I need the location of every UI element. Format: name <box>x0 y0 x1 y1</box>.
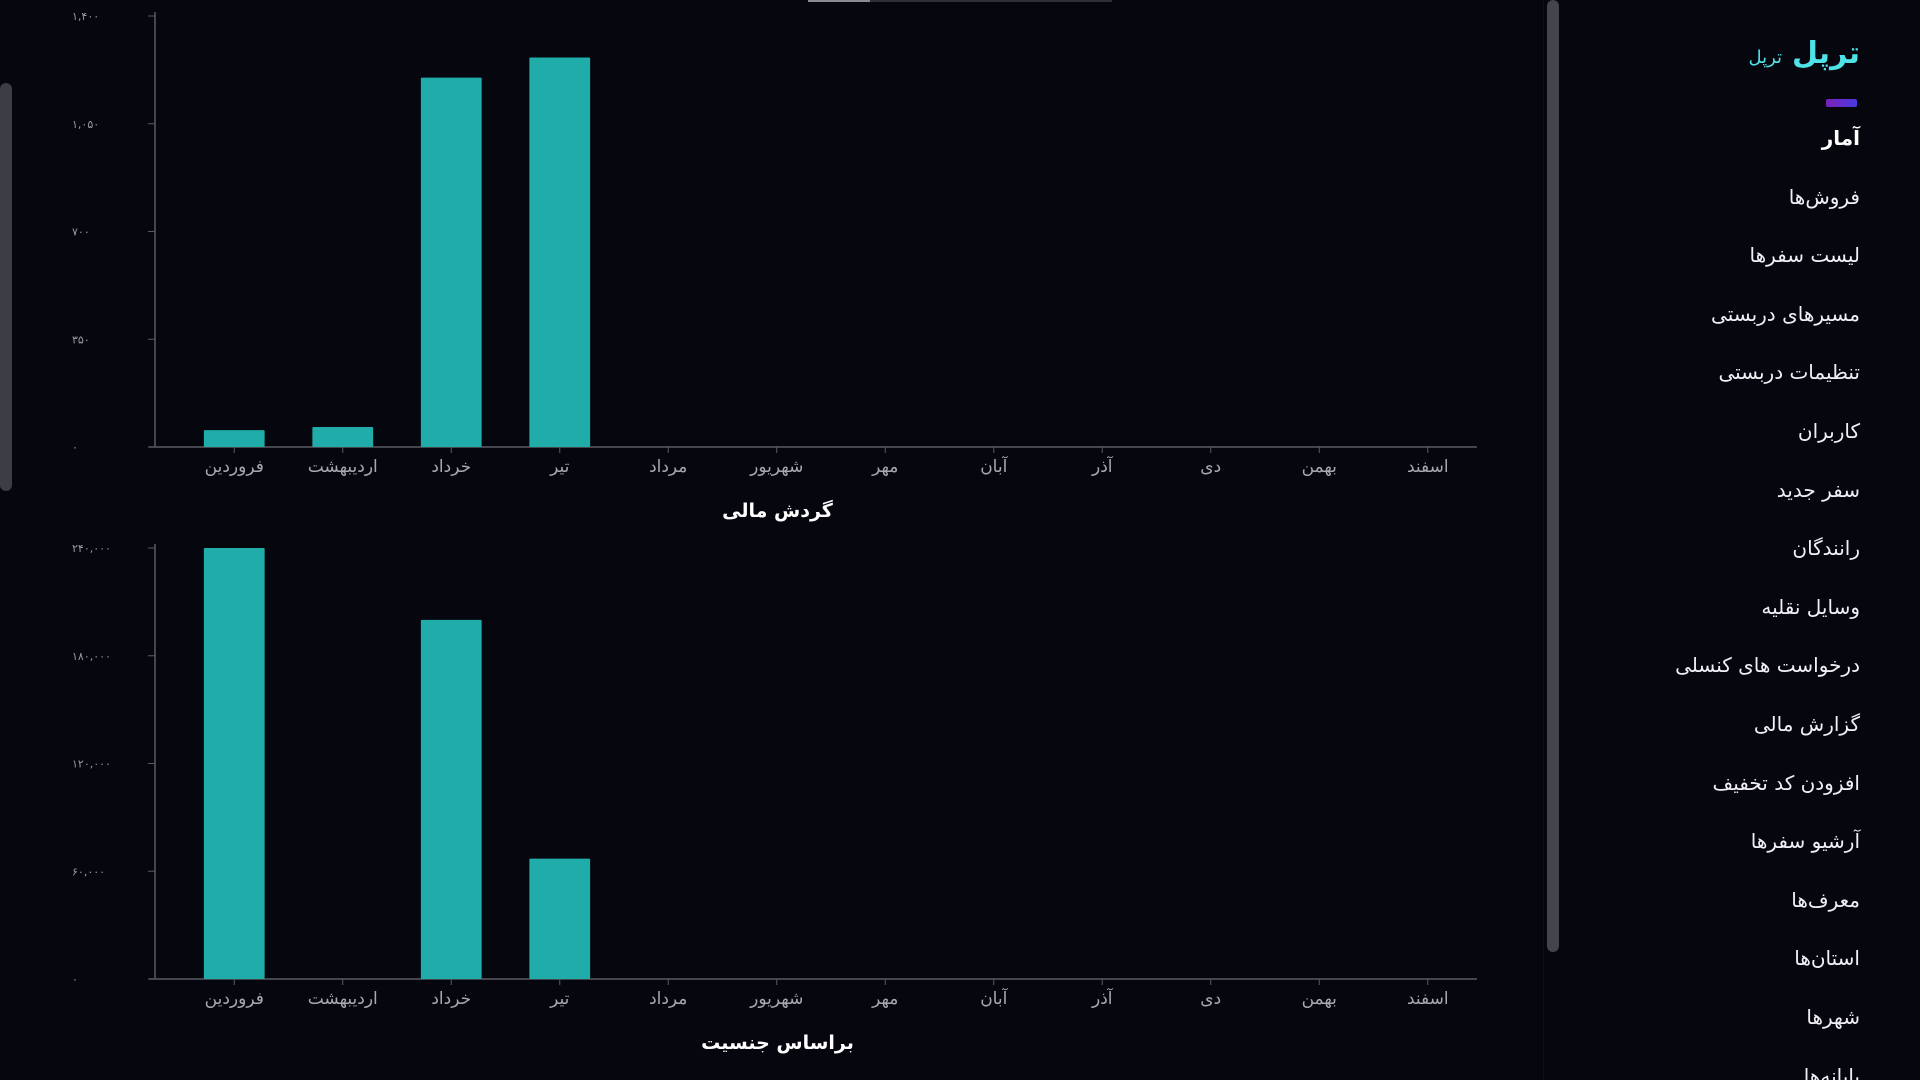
logo[interactable]: ترپل ترپل <box>1748 36 1860 71</box>
x-tick-label: اردیبهشت <box>308 989 378 1009</box>
logo-subtext: ترپل <box>1748 47 1783 68</box>
bar <box>312 426 374 447</box>
sidebar-item-label: فروش‌ها <box>1788 184 1860 209</box>
x-tick-label: خرداد <box>431 457 471 477</box>
sidebar-item-add-discount[interactable]: افزودن کد تخفیف <box>1560 761 1920 820</box>
chart-monthly-turnover: ۰ ۳۵۰ ۷۰۰ ۱,۰۵۰ ۱,۴۰۰ فروردین اردیبهشت خرداد تیر… <box>0 0 1500 540</box>
bar <box>420 619 482 979</box>
chart-2-svg: ۰ ۶۰,۰۰۰ ۱۲۰,۰۰۰ ۱۸۰,۰۰۰ ۲۴۰,۰۰۰ فروردین اردیب… <box>72 542 1477 1009</box>
x-tick-label: دی <box>1200 989 1221 1009</box>
x-tick-label: اسفند <box>1407 457 1449 477</box>
sidebar-item-label: افزودن کد تخفیف <box>1712 770 1860 795</box>
sidebar-item-trips-archive[interactable]: آرشیو سفرها <box>1560 819 1920 878</box>
sidebar-item-label: وسایل نقلیه <box>1761 594 1860 619</box>
y-tick-label: ۱,۴۰۰ <box>72 10 99 23</box>
sidebar-item-vehicles[interactable]: وسایل نقلیه <box>1560 585 1920 644</box>
x-tick-label: فروردین <box>205 457 264 477</box>
y-tick-label: ۶۰,۰۰۰ <box>72 865 105 878</box>
sidebar-item-label: تنظیمات دربستی <box>1718 360 1860 385</box>
sidebar-item-cancel-requests[interactable]: درخواست های کنسلی <box>1560 643 1920 702</box>
sidebar-item-label: مسیرهای دربستی <box>1711 301 1860 326</box>
sidebar-scrollbar[interactable] <box>1547 0 1559 952</box>
y-tick-label: ۱,۰۵۰ <box>72 118 99 131</box>
top-tab-indicator <box>808 0 1112 2</box>
sidebar-item-label: پایانه‌ها <box>1803 1063 1860 1080</box>
sidebar-item-users[interactable]: کاربران <box>1560 409 1920 468</box>
sidebar-item-label: آرشیو سفرها <box>1750 829 1860 854</box>
sidebar-item-label: گزارش مالی <box>1753 711 1860 736</box>
x-tick-label: مرداد <box>649 989 687 1009</box>
x-tick-label: مهر <box>871 457 898 477</box>
x-tick-label: بهمن <box>1302 457 1337 477</box>
x-tick-label: آبان <box>980 987 1008 1009</box>
x-tick-label: اسفند <box>1407 989 1449 1009</box>
y-tick-label: ۲۴۰,۰۰۰ <box>72 542 111 555</box>
y-tick-label: ۷۰۰ <box>72 226 90 239</box>
y-tick-label: ۱۸۰,۰۰۰ <box>72 650 111 663</box>
x-tick-label: شهریور <box>749 989 803 1009</box>
x-tick-label: دی <box>1200 457 1221 477</box>
y-tick-label: ۱۲۰,۰۰۰ <box>72 758 111 771</box>
chart-1-svg: ۰ ۳۵۰ ۷۰۰ ۱,۰۵۰ ۱,۴۰۰ فروردین اردیبهشت خرداد تیر… <box>72 10 1477 477</box>
x-tick-label: مرداد <box>649 457 687 477</box>
sidebar-item-label: درخواست های کنسلی <box>1675 653 1860 678</box>
sidebar-item-referrers[interactable]: معرف‌ها <box>1560 878 1920 937</box>
sidebar-item-label: رانندگان <box>1792 536 1860 561</box>
bar <box>529 57 591 447</box>
sidebar-item-label: استان‌ها <box>1794 946 1860 971</box>
sidebar-item-financial-report[interactable]: گزارش مالی <box>1560 702 1920 761</box>
bar <box>203 548 265 979</box>
x-tick-label: شهریور <box>749 457 803 477</box>
sidebar-item-cities[interactable]: شهرها <box>1560 995 1920 1054</box>
sidebar-item-new-trip[interactable]: سفر جدید <box>1560 468 1920 527</box>
x-tick-label: آذر <box>1091 987 1114 1009</box>
sidebar-item-stats[interactable]: آمار <box>1560 116 1920 175</box>
active-item-indicator <box>1826 99 1857 107</box>
chart-2-caption: براساس جنسیت <box>701 1032 854 1054</box>
x-tick-label: آذر <box>1091 455 1114 477</box>
y-tick-label: ۰ <box>72 441 78 454</box>
x-tick-label: بهمن <box>1302 989 1337 1009</box>
y-tick-label: ۳۵۰ <box>72 333 90 346</box>
sidebar-item-label: کاربران <box>1797 418 1860 443</box>
sidebar-item-provinces[interactable]: استان‌ها <box>1560 936 1920 995</box>
x-tick-label: اردیبهشت <box>308 457 378 477</box>
logo-wordmark: ترپل <box>1792 36 1860 71</box>
x-tick-label: تیر <box>549 989 570 1009</box>
sidebar-item-label: معرف‌ها <box>1791 887 1860 912</box>
sidebar-item-label: آمار <box>1821 126 1860 150</box>
sidebar-item-charter-routes[interactable]: مسیرهای دربستی <box>1560 292 1920 351</box>
content-scrollbar[interactable] <box>0 83 12 491</box>
sidebar-item-label: سفر جدید <box>1776 477 1860 502</box>
y-tick-label: ۰ <box>72 973 78 986</box>
sidebar: ترپل ترپل آمار فروش‌ها لیست سفرها مسیرهای د… <box>1560 0 1920 1080</box>
sidebar-divider <box>1543 0 1544 1080</box>
x-tick-label: فروردین <box>205 989 264 1009</box>
sidebar-item-charter-settings[interactable]: تنظیمات دربستی <box>1560 350 1920 409</box>
bar <box>420 77 482 448</box>
chart-by-gender: ۰ ۶۰,۰۰۰ ۱۲۰,۰۰۰ ۱۸۰,۰۰۰ ۲۴۰,۰۰۰ فروردین اردیب… <box>0 532 1500 1080</box>
sidebar-item-label: لیست سفرها <box>1749 243 1860 268</box>
sidebar-item-drivers[interactable]: رانندگان <box>1560 526 1920 585</box>
x-tick-label: آبان <box>980 455 1008 477</box>
sidebar-item-label: شهرها <box>1806 1004 1860 1029</box>
sidebar-item-trips-list[interactable]: لیست سفرها <box>1560 233 1920 292</box>
x-tick-label: خرداد <box>431 989 471 1009</box>
sidebar-nav: آمار فروش‌ها لیست سفرها مسیرهای دربستی تنظیم… <box>1560 116 1920 1080</box>
x-tick-label: مهر <box>871 989 898 1009</box>
bar <box>529 858 591 979</box>
sidebar-item-terminals[interactable]: پایانه‌ها <box>1560 1054 1920 1080</box>
bar <box>203 430 265 447</box>
x-tick-label: تیر <box>549 457 570 477</box>
sidebar-item-sales[interactable]: فروش‌ها <box>1560 175 1920 234</box>
chart-1-caption: گردش مالی <box>722 500 833 522</box>
